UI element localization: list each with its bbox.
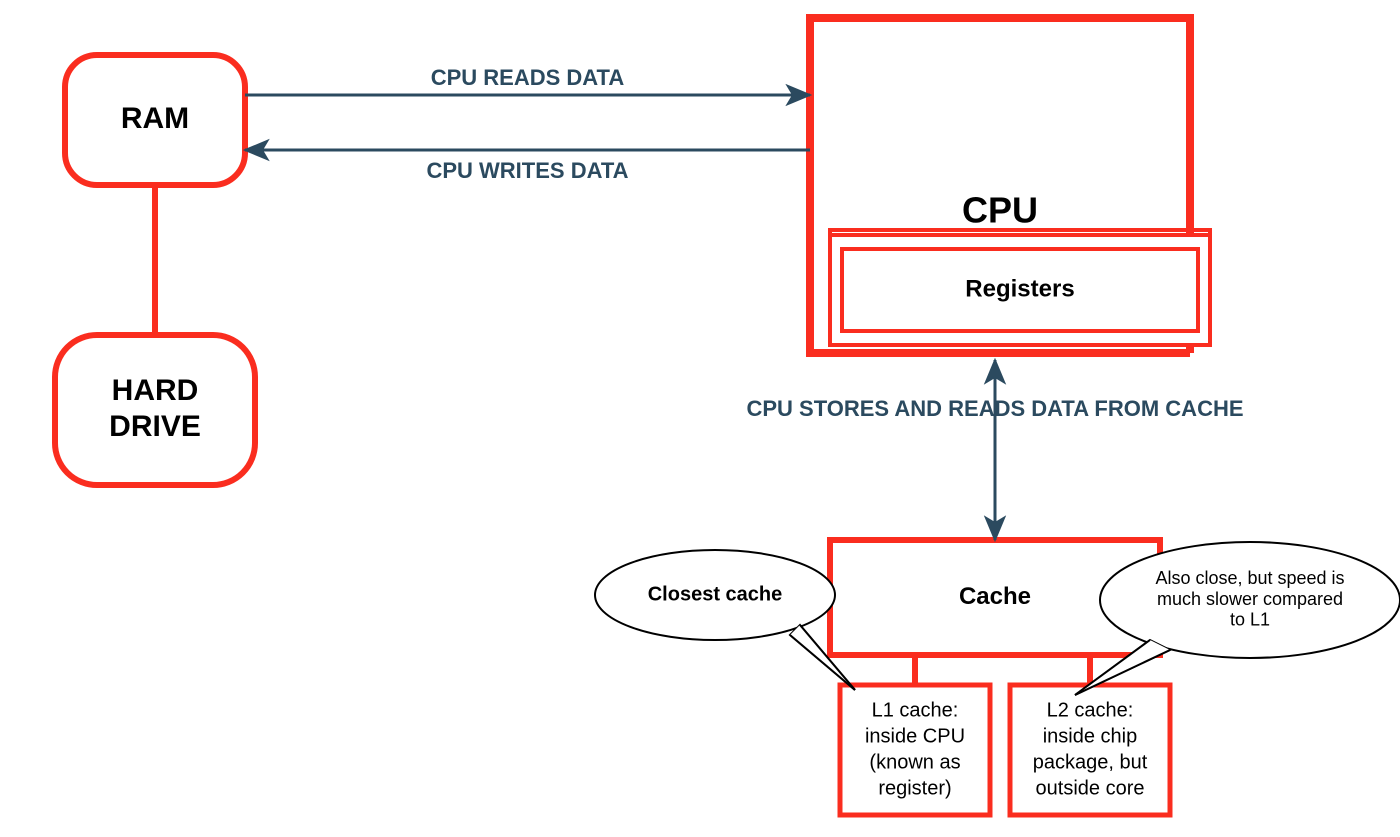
edge-cpu-writes-label: CPU WRITES DATA xyxy=(426,158,628,183)
l1-cache-node-line: inside CPU xyxy=(865,725,965,747)
edge-cpu-cache-label: CPU STORES AND READS DATA FROM CACHE xyxy=(746,396,1243,421)
bubble-slower-cache-text: Also close, but speed is xyxy=(1155,568,1344,588)
hard-drive-node: HARDDRIVE xyxy=(55,335,255,485)
ram-node: RAM xyxy=(65,55,245,185)
l2-cache-node-line: outside core xyxy=(1036,777,1145,799)
bubble-closest-cache: Closest cache xyxy=(595,550,855,690)
bubble-slower-cache-text: much slower compared xyxy=(1157,589,1343,609)
bubble-closest-cache-text: Closest cache xyxy=(648,583,783,605)
l2-cache-node-line: package, but xyxy=(1033,751,1148,773)
ram-label: RAM xyxy=(121,102,189,135)
registers-label: Registers xyxy=(965,275,1074,302)
hard-drive-label-1: HARD xyxy=(112,374,199,407)
cache-label: Cache xyxy=(959,583,1031,610)
cpu-label: CPU xyxy=(962,190,1038,231)
edge-cpu-reads-label: CPU READS DATA xyxy=(431,65,625,90)
l1-cache-node-line: L1 cache: xyxy=(872,699,959,721)
l2-cache-node-line: inside chip xyxy=(1043,725,1138,747)
bubble-slower-cache-text: to L1 xyxy=(1230,609,1270,629)
l1-cache-node: L1 cache: inside CPU (known as register) xyxy=(840,685,990,815)
l1-cache-node-line: register) xyxy=(878,777,951,799)
hard-drive-label-2: DRIVE xyxy=(109,410,201,443)
l1-cache-node-line: (known as xyxy=(869,751,960,773)
l2-cache-node-line: L2 cache: xyxy=(1047,699,1134,721)
registers-node: Registers xyxy=(830,235,1210,345)
l2-cache-node: L2 cache: inside chip package, but outside … xyxy=(1010,685,1170,815)
